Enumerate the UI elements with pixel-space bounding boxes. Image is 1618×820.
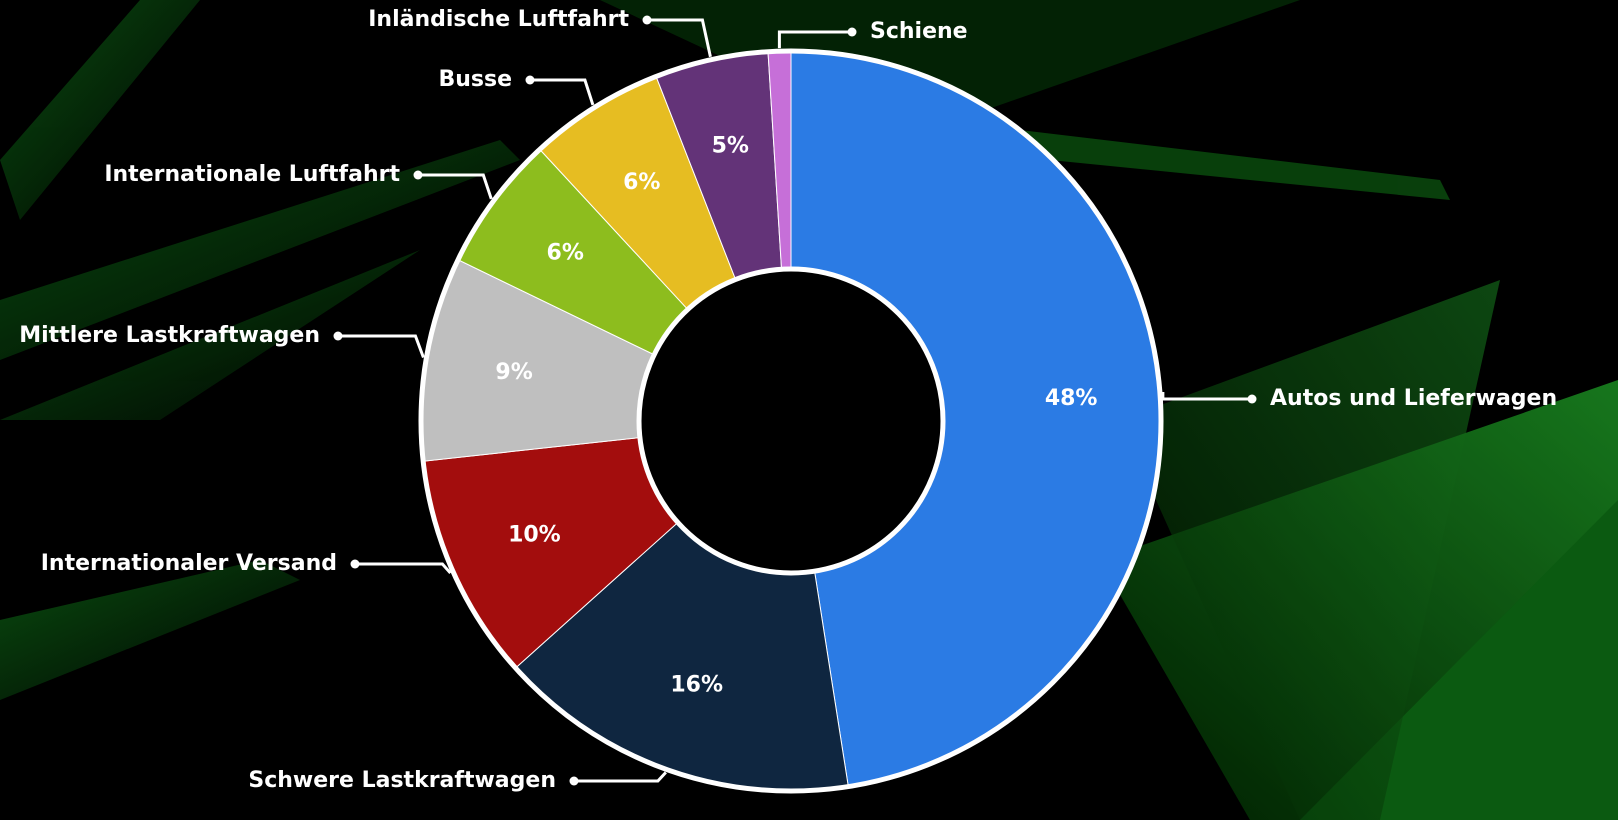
category-label: Internationaler Versand: [41, 551, 337, 576]
value-label: 16%: [670, 673, 723, 698]
category-label: Autos und Lieferwagen: [1270, 386, 1557, 411]
category-label: Schwere Lastkraftwagen: [248, 768, 556, 793]
leader-dot: [643, 16, 652, 25]
value-label: 5%: [712, 134, 749, 159]
leader-dot: [848, 28, 857, 37]
value-label: 9%: [495, 360, 532, 385]
value-label: 10%: [508, 523, 561, 548]
leader-dot: [334, 332, 343, 341]
value-label: 48%: [1045, 386, 1098, 411]
inner-ring: [639, 269, 943, 573]
value-label: 6%: [623, 170, 660, 195]
leader-dot: [526, 76, 535, 85]
category-label: Schiene: [870, 19, 968, 44]
category-label: Busse: [438, 67, 512, 92]
category-label: Mittlere Lastkraftwagen: [19, 323, 320, 348]
leader-dot: [1248, 395, 1257, 404]
leader-dot: [414, 171, 423, 180]
value-label: 6%: [547, 241, 584, 266]
category-label: Internationale Luftfahrt: [104, 162, 400, 187]
category-label: Inländische Luftfahrt: [368, 7, 629, 32]
leader-dot: [570, 777, 579, 786]
leader-dot: [351, 560, 360, 569]
chart: 48% Autos und Lieferwagen 16% Schwere Lastk…: [0, 0, 1618, 820]
